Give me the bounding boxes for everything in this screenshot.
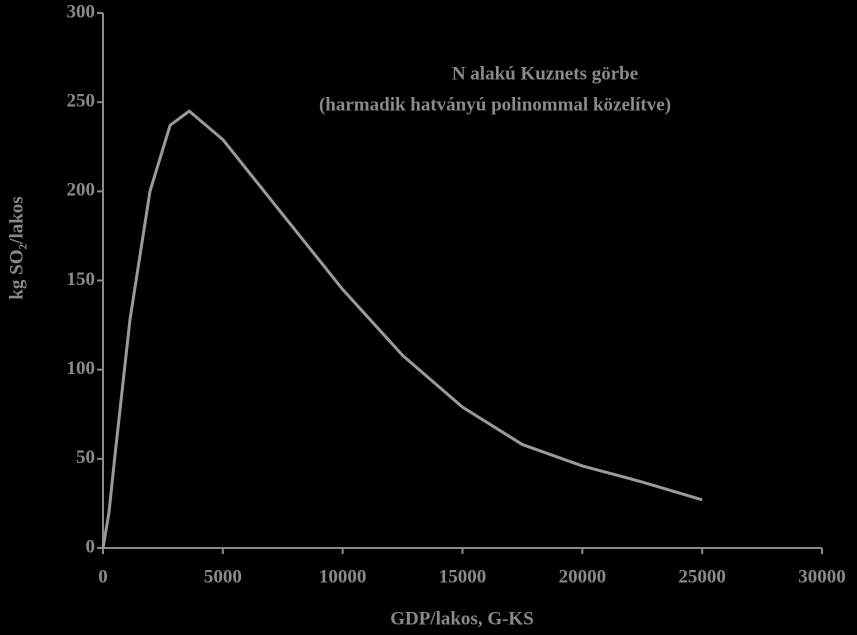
x-axis-label: GDP/lakos, G-KS bbox=[390, 608, 534, 629]
data-line bbox=[101, 109, 703, 549]
y-tick-label: 0 bbox=[86, 536, 96, 557]
y-tick-label: 200 bbox=[67, 180, 96, 201]
y-tick-label: 150 bbox=[67, 269, 96, 290]
x-tick-label: 0 bbox=[98, 566, 108, 587]
y-axis-label: kg SO₂/lakos bbox=[6, 196, 27, 299]
x-tick-label: 20000 bbox=[559, 566, 607, 587]
y-tick-label: 100 bbox=[67, 358, 96, 379]
y-tick-label: 300 bbox=[67, 1, 96, 22]
chart-subtitle: (harmadik hatványú polinommal közelítve) bbox=[319, 94, 671, 115]
x-tick-label: 5000 bbox=[204, 566, 242, 587]
x-tick-label: 15000 bbox=[439, 566, 487, 587]
x-tick-label: 10000 bbox=[319, 566, 367, 587]
y-tick-label: 250 bbox=[67, 91, 96, 112]
x-tick-label: 25000 bbox=[678, 566, 726, 587]
x-tick-label: 30000 bbox=[798, 566, 846, 587]
y-tick-label: 50 bbox=[76, 447, 95, 468]
chart-title: N alakú Kuznets görbe bbox=[452, 63, 638, 84]
